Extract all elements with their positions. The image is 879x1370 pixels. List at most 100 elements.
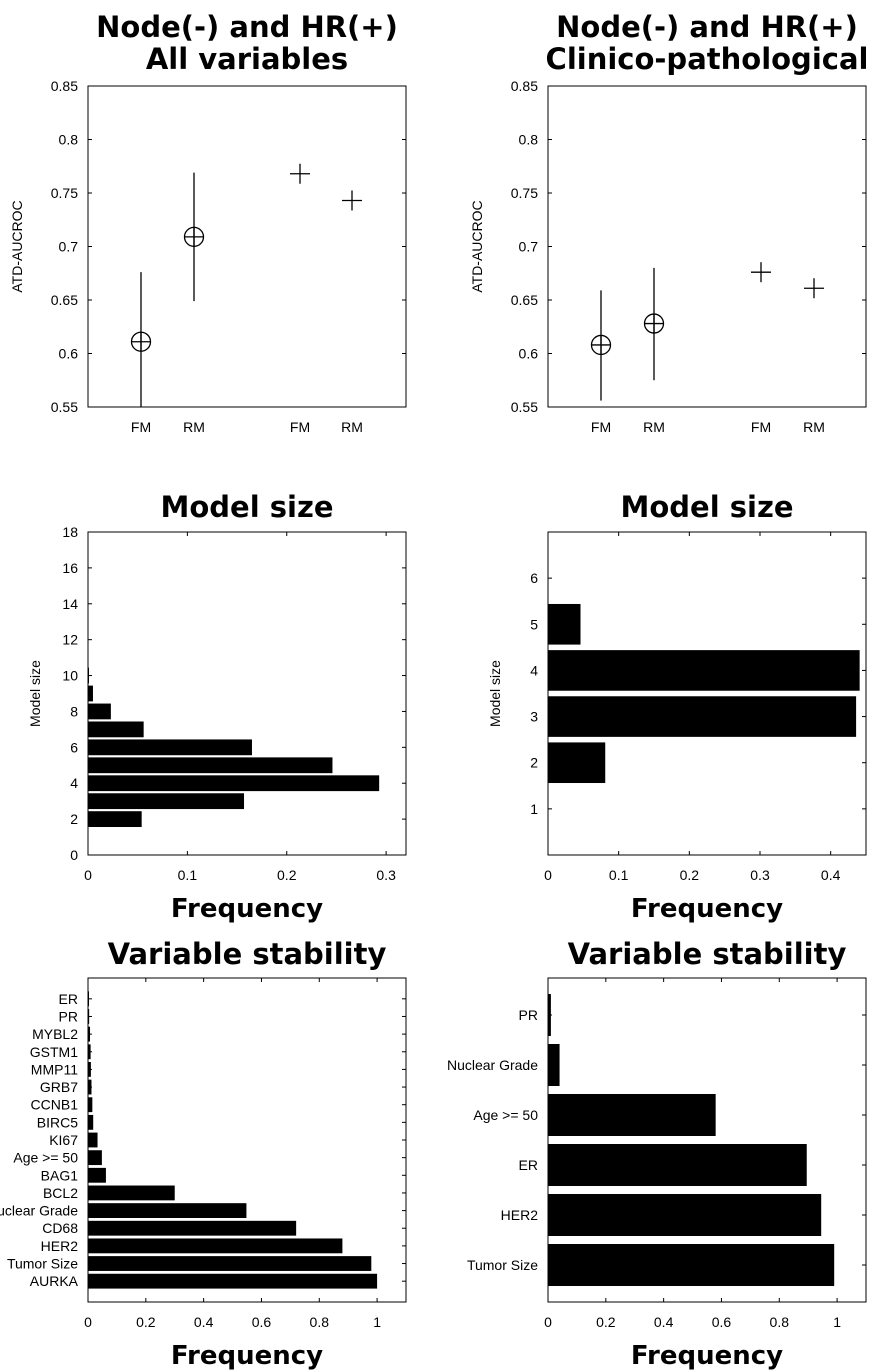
chart-title-1-line-2: All variables (146, 42, 348, 76)
y-tick-label: 0.6 (519, 346, 539, 362)
category-label: GRB7 (40, 1079, 78, 1095)
plot-frame-6 (547, 977, 867, 1303)
y-tick-label: 16 (62, 560, 78, 576)
x-tick-label: 0.6 (712, 1314, 732, 1330)
y-tick-label: 0 (70, 847, 78, 863)
category-label: BIRC5 (37, 1114, 78, 1130)
bar (88, 1256, 372, 1271)
bar (88, 793, 245, 810)
category-label: CCNB1 (31, 1097, 79, 1113)
chart-title-6-line-1: Variable stability (568, 937, 847, 971)
chart-title-2-line-1: Node(-) and HR(+) (556, 10, 858, 44)
bar (88, 1273, 378, 1289)
x-axis-title-4: Frequency (631, 894, 783, 924)
chart-title-2-line-2: Clinico-pathological (546, 42, 869, 76)
category-label: MMP11 (31, 1061, 78, 1077)
plot-frame-1 (87, 85, 407, 408)
category-label: HER2 (41, 1238, 79, 1254)
chart-3: Model size 0 2 4 6 8 10 12 14 16 18 Model size 0 0.1 0… (27, 490, 407, 924)
bar (88, 775, 380, 792)
x-tick-label: 1 (373, 1314, 381, 1330)
y-tick-label: 0.85 (511, 78, 538, 94)
x-category-label: FM (290, 419, 310, 435)
y-tick-label: 1 (530, 801, 538, 817)
bar (548, 1044, 560, 1086)
category-label: BAG1 (41, 1167, 79, 1183)
x-category-label: RM (183, 419, 205, 435)
y-tick-label: 0.85 (51, 78, 78, 94)
bar (548, 1194, 822, 1236)
x-tick-label: 0.1 (178, 867, 198, 883)
bar (88, 703, 111, 720)
x-tick-label: 0 (544, 867, 552, 883)
chart-title-1-line-1: Node(-) and HR(+) (96, 10, 398, 44)
x-tick-label: 0 (84, 1314, 92, 1330)
category-label: GSTM1 (30, 1044, 78, 1060)
bar (548, 1244, 835, 1286)
x-tick-label: 0.1 (609, 867, 629, 883)
y-tick-label: 6 (530, 570, 538, 586)
category-label: ER (59, 991, 78, 1007)
bar (548, 1144, 807, 1186)
x-tick-label: 0.2 (680, 867, 700, 883)
x-axis-title-3: Frequency (171, 894, 323, 924)
chart-2: Node(-) and HR(+)Clinico-pathological 0.5… (469, 10, 868, 435)
y-tick-label: 0.55 (511, 399, 538, 415)
y-tick-label: 6 (70, 739, 78, 755)
category-label: Nuclear Grade (447, 1057, 538, 1073)
y-tick-label: 0.75 (511, 185, 538, 201)
plot-frame-5 (87, 977, 407, 1303)
bar (548, 603, 581, 645)
x-category-label: RM (341, 419, 363, 435)
plot-frame-3 (87, 531, 407, 856)
category-label: Age >= 50 (473, 1107, 538, 1123)
bar (88, 739, 252, 756)
plot-frame-2 (547, 85, 867, 408)
y-tick-label: 10 (62, 668, 78, 684)
y-tick-label: 0.55 (51, 399, 78, 415)
bar (88, 1185, 175, 1201)
category-label: PR (519, 1007, 538, 1023)
y-axis-label-3: Model size (27, 660, 43, 727)
bar (88, 1203, 247, 1218)
x-tick-label: 0.4 (194, 1314, 214, 1330)
y-tick-label: 2 (70, 811, 78, 827)
x-category-label: FM (751, 419, 771, 435)
y-tick-label: 0.65 (511, 292, 538, 308)
x-category-label: FM (131, 419, 151, 435)
y-tick-label: 0.75 (51, 185, 78, 201)
x-category-label: RM (643, 419, 665, 435)
x-category-label: FM (591, 419, 611, 435)
x-tick-label: 0.3 (750, 867, 770, 883)
category-label: MYBL2 (32, 1026, 78, 1042)
y-tick-label: 0.8 (59, 132, 79, 148)
bar (548, 1094, 716, 1136)
bar (88, 1220, 297, 1236)
y-axis-label-1: ATD-AUCROC (9, 200, 25, 292)
y-axis-label-4: Model size (487, 660, 503, 727)
y-axis-label-2: ATD-AUCROC (469, 200, 485, 292)
y-tick-label: 2 (530, 755, 538, 771)
x-tick-label: 0.2 (277, 867, 297, 883)
chart-title-3-line-1: Model size (161, 490, 334, 524)
x-tick-label: 0.8 (770, 1314, 790, 1330)
x-tick-label: 0.8 (310, 1314, 330, 1330)
x-tick-label: 0.2 (136, 1314, 156, 1330)
y-tick-label: 0.65 (51, 292, 78, 308)
category-label: PR (59, 1008, 78, 1024)
chart-4: Model size 1 2 3 4 5 6 Model size 0 0.1 0.2 0.3 0.4 F… (487, 490, 867, 924)
y-tick-label: 0.7 (519, 239, 539, 255)
category-label: Tumor Size (7, 1256, 78, 1272)
y-tick-label: 8 (70, 703, 78, 719)
x-tick-label: 0 (544, 1314, 552, 1330)
bar (88, 1167, 106, 1183)
category-label: Age >= 50 (13, 1150, 78, 1166)
bar (548, 742, 606, 784)
y-tick-label: 0.6 (59, 346, 79, 362)
x-tick-label: 0.4 (654, 1314, 674, 1330)
x-axis-title-6: Frequency (631, 1341, 783, 1370)
y-tick-label: 0.7 (59, 239, 79, 255)
y-tick-label: 3 (530, 709, 538, 725)
bar (88, 757, 333, 774)
